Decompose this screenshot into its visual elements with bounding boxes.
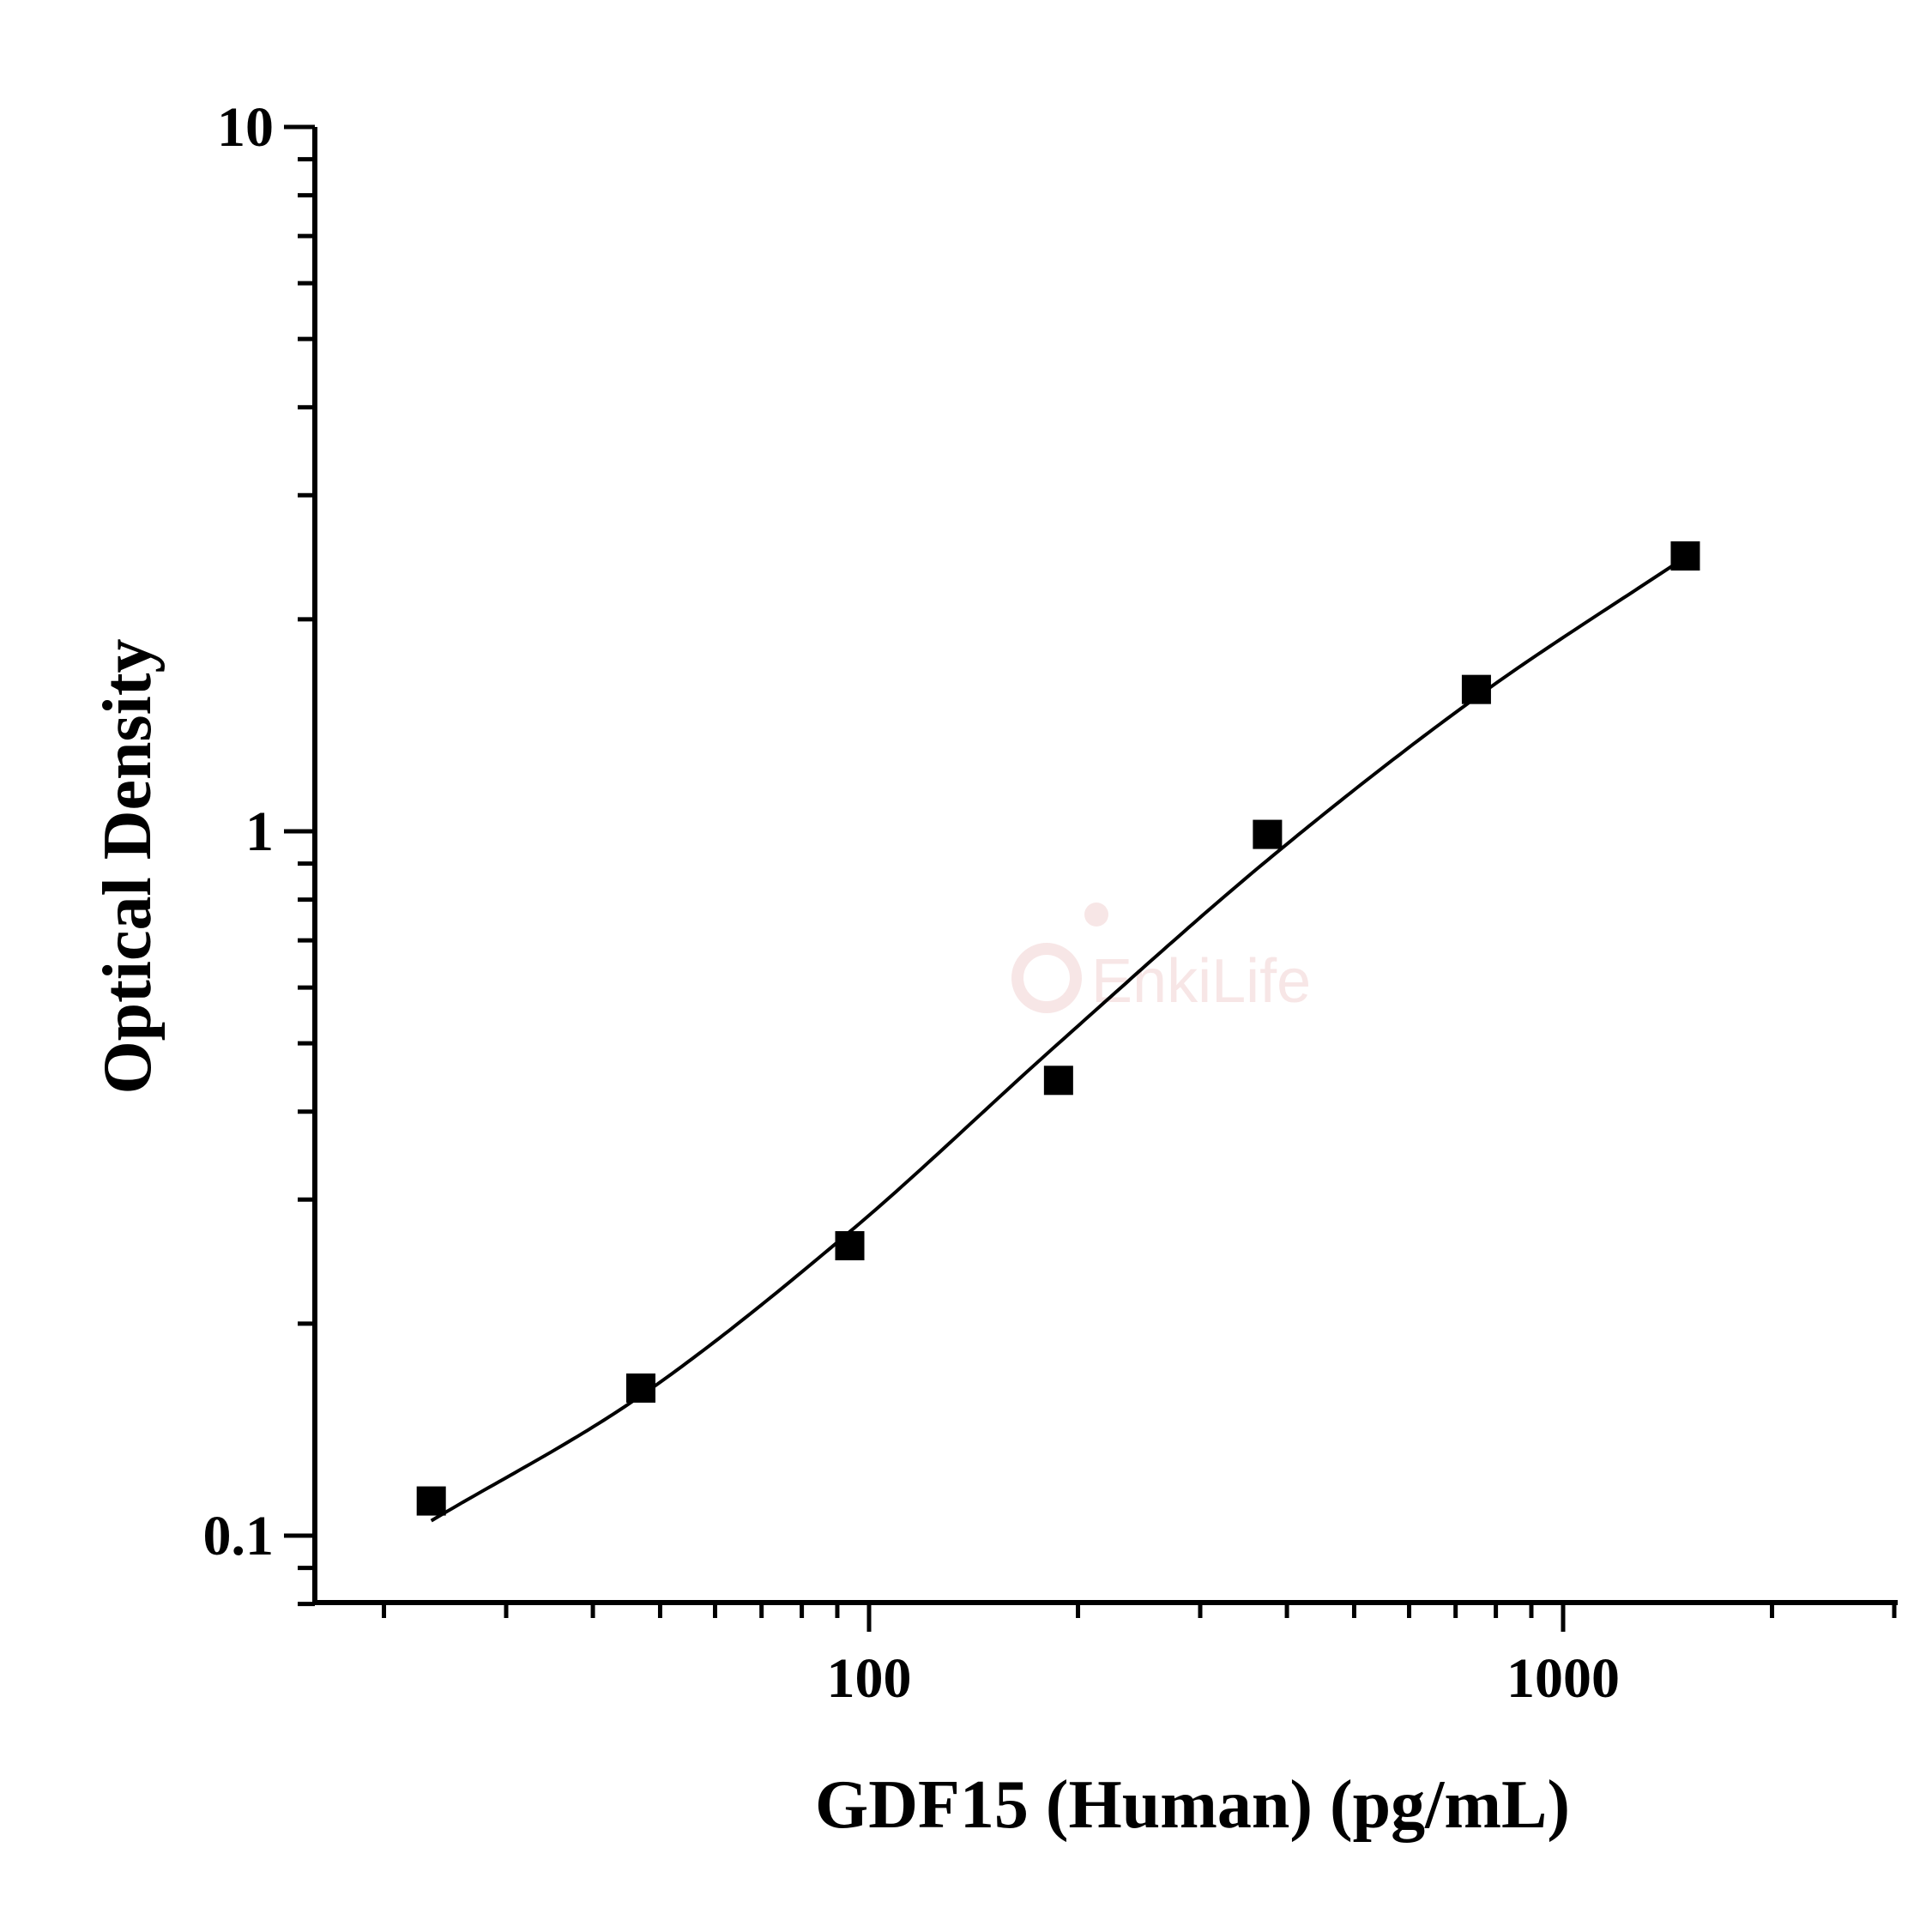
fit-curve [430, 555, 1687, 1523]
data-point [1461, 674, 1491, 704]
data-point [625, 1373, 655, 1403]
y-tick-label: 10 [217, 96, 274, 159]
fit-curve-layer [430, 555, 1687, 1523]
data-point [416, 1486, 446, 1516]
x-tick-label: 100 [827, 1647, 912, 1710]
data-point [835, 1231, 865, 1261]
watermark-text: EnkiLife [1091, 947, 1311, 1016]
watermark-logo-icon [1011, 943, 1082, 1013]
data-point [1253, 819, 1283, 849]
data-point [1670, 541, 1700, 571]
y-axis-title: Optical Density [90, 638, 166, 1094]
watermark-logo-dot [1084, 903, 1108, 927]
x-axis-title: GDF15 (Human) (pg/mL) [815, 1767, 1570, 1843]
watermark: EnkiLife [1011, 903, 1311, 1016]
x-tick-label: 1000 [1506, 1647, 1620, 1710]
axes: 0.1 1 10 100 1000 [203, 96, 1898, 1710]
data-points-layer [416, 541, 1700, 1516]
y-tick-label: 0.1 [203, 1505, 275, 1567]
y-tick-label: 1 [245, 800, 274, 863]
data-point [1043, 1066, 1073, 1096]
